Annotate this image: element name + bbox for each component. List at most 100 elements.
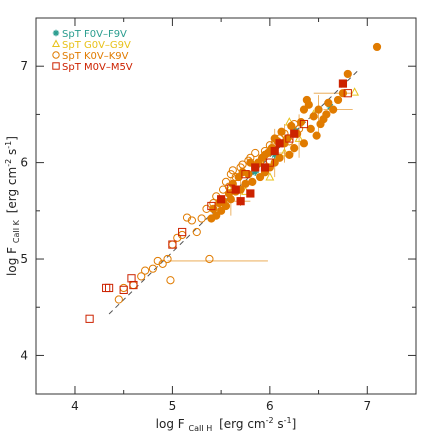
legend-marker (52, 62, 60, 70)
y-axis-label: log F CaII K [erg cm-2 s-1] (4, 136, 22, 276)
data-point (236, 197, 245, 206)
data-point (168, 240, 177, 249)
data-point (316, 119, 325, 129)
data-point (129, 280, 138, 290)
data-point (137, 272, 146, 281)
data-point (119, 285, 128, 294)
data-point (309, 112, 318, 121)
data-point (306, 124, 315, 133)
y-tick-label: 5 (20, 252, 28, 266)
data-point (299, 139, 309, 148)
axis-ticks (36, 17, 417, 394)
data-point (192, 227, 201, 237)
data-point (285, 150, 294, 160)
data-point (270, 146, 279, 156)
axis-tick-labels: 4 5 6 7 4 5 6 7 (20, 59, 371, 413)
data-point (182, 213, 192, 222)
data-point (224, 189, 234, 198)
data-point (141, 266, 150, 275)
data-point (129, 280, 138, 290)
data-point (187, 216, 196, 225)
legend-marker (51, 39, 61, 48)
x-tick-label: 5 (169, 399, 177, 413)
legend-marker (52, 51, 60, 59)
data-point (322, 110, 331, 119)
data-point (163, 254, 172, 264)
data-point (148, 264, 158, 273)
plot-frame (35, 17, 417, 395)
data-point (173, 233, 182, 242)
y-tick-label: 4 (20, 348, 28, 362)
data-point (333, 95, 343, 105)
data-point (153, 256, 162, 266)
data-point (324, 98, 333, 107)
data-point (343, 69, 352, 79)
data-point (329, 105, 338, 114)
data-point (231, 185, 240, 194)
data-point (314, 105, 323, 114)
data-point (217, 206, 226, 215)
data-point (299, 119, 309, 129)
x-tick-label: 4 (71, 399, 79, 413)
data-point (178, 227, 187, 237)
data-point (246, 189, 255, 198)
data-point (290, 125, 298, 133)
data-point (256, 172, 265, 182)
data-point (285, 134, 294, 143)
data-point (207, 214, 216, 223)
data-point (228, 166, 237, 175)
data-point (343, 89, 352, 98)
data-point (241, 179, 250, 188)
data-point (166, 276, 175, 285)
data-point (338, 79, 348, 88)
data-point (226, 170, 235, 179)
data-point (350, 87, 360, 96)
data-point (260, 163, 270, 172)
data-point (372, 42, 382, 52)
data-point (234, 172, 243, 182)
data-point (275, 139, 284, 148)
data-point (85, 314, 94, 323)
legend-label: SpT M0V–M5V (62, 62, 133, 73)
x-tick-label: 6 (266, 399, 274, 413)
legend-marker (52, 29, 60, 37)
data-point (202, 204, 211, 213)
data-point (114, 295, 123, 304)
data-point (275, 153, 284, 162)
data-point (265, 172, 275, 181)
y-tick-label: 7 (20, 59, 28, 73)
legend-label: SpT F0V–F9V (62, 29, 127, 40)
legend-label: SpT K0V–K9V (62, 51, 129, 62)
data-point (287, 121, 296, 131)
data-point (127, 274, 136, 283)
data-point (296, 118, 306, 127)
data-point (207, 201, 216, 211)
data-point (248, 177, 257, 186)
data-point (277, 127, 286, 136)
x-axis-label: log F CaII H [erg cm-2 s-1] (156, 416, 297, 434)
data-point (205, 254, 214, 264)
data-point (251, 148, 260, 158)
data-point (241, 170, 250, 179)
y-tick-label: 6 (20, 156, 28, 170)
data-point (260, 150, 270, 160)
x-tick-label: 7 (363, 399, 371, 413)
data-point (251, 163, 260, 172)
data-point (119, 283, 128, 293)
data-point (302, 95, 311, 105)
data-point (104, 283, 114, 293)
data-point (197, 214, 206, 223)
data-point (270, 158, 279, 167)
data-point (265, 158, 274, 167)
data-point (251, 168, 259, 176)
data-point (290, 144, 299, 153)
data-point (102, 283, 111, 293)
data-point (294, 133, 304, 142)
data-point (168, 240, 177, 249)
legend-label: SpT G0V–G9V (62, 40, 131, 51)
data-points (85, 42, 382, 323)
data-point (326, 103, 334, 111)
data-point (238, 160, 247, 169)
